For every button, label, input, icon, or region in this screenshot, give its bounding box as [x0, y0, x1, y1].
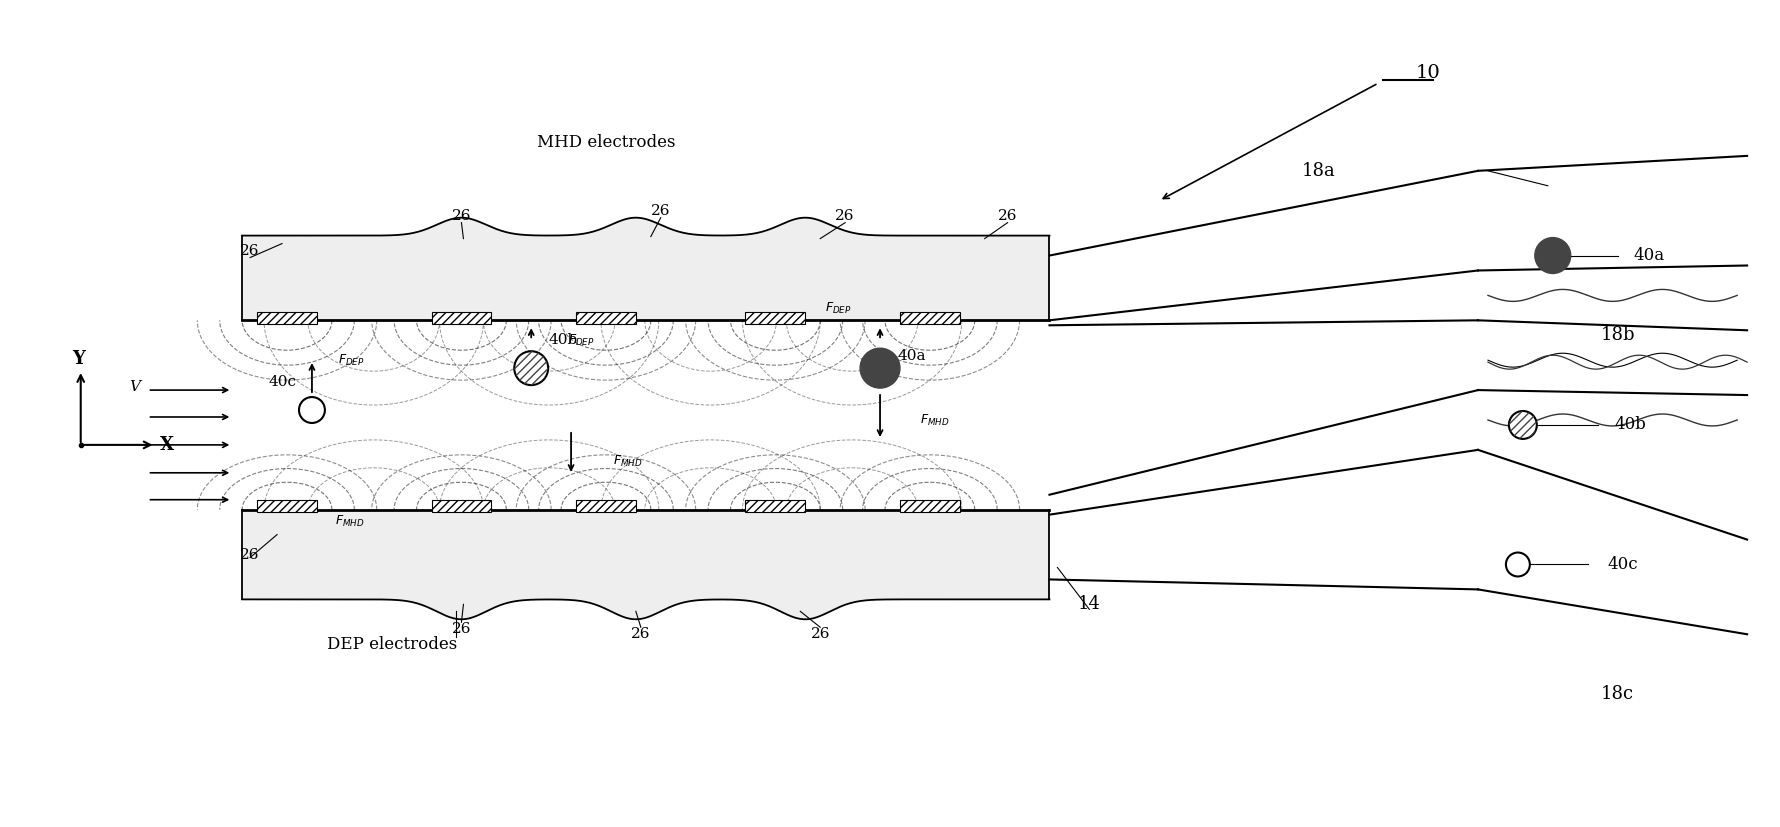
Bar	[746, 313, 805, 324]
Bar	[256, 313, 317, 324]
Circle shape	[1534, 237, 1570, 274]
Text: 40a: 40a	[1634, 247, 1664, 264]
Circle shape	[1509, 411, 1536, 439]
Circle shape	[299, 397, 326, 423]
Text: 14: 14	[1079, 595, 1100, 614]
Text: $F_{MHD}$: $F_{MHD}$	[612, 454, 643, 470]
Text: 40c: 40c	[1607, 556, 1638, 573]
Text: 26: 26	[452, 622, 472, 636]
Text: MHD electrodes: MHD electrodes	[538, 135, 675, 151]
Text: DEP electrodes: DEP electrodes	[326, 636, 457, 653]
Text: 26: 26	[240, 243, 260, 257]
Text: 26: 26	[835, 208, 854, 222]
Text: Y: Y	[73, 350, 85, 368]
Bar	[577, 313, 635, 324]
Bar	[431, 313, 491, 324]
Text: $F_{DEP}$: $F_{DEP}$	[338, 352, 365, 368]
Bar	[431, 500, 491, 512]
Text: 26: 26	[999, 208, 1018, 222]
Polygon shape	[242, 218, 1050, 320]
Circle shape	[514, 351, 548, 385]
Text: 18a: 18a	[1301, 162, 1335, 179]
Text: 26: 26	[452, 208, 472, 222]
Bar	[577, 500, 635, 512]
Bar	[746, 500, 805, 512]
Text: 26: 26	[810, 627, 829, 641]
Text: 40c: 40c	[269, 375, 295, 390]
Text: 26: 26	[632, 627, 650, 641]
Text: V: V	[128, 380, 141, 394]
Text: $F_{MHD}$: $F_{MHD}$	[335, 514, 365, 529]
Text: 26: 26	[651, 203, 671, 218]
Text: $F_{DEP}$: $F_{DEP}$	[824, 301, 851, 316]
Text: 26: 26	[240, 547, 260, 562]
Text: 18c: 18c	[1600, 685, 1634, 703]
Text: 40b: 40b	[548, 333, 578, 347]
Text: 18b: 18b	[1600, 327, 1634, 344]
Text: 10: 10	[1415, 65, 1440, 82]
Text: X: X	[160, 436, 173, 454]
Text: $F_{MHD}$: $F_{MHD}$	[920, 413, 951, 428]
Bar	[901, 500, 959, 512]
Text: 40a: 40a	[897, 349, 926, 363]
Polygon shape	[242, 509, 1050, 619]
Circle shape	[1506, 552, 1529, 576]
Bar	[256, 500, 317, 512]
Circle shape	[860, 348, 901, 388]
Bar	[901, 313, 959, 324]
Text: $F_{DEP}$: $F_{DEP}$	[568, 332, 595, 348]
Text: 40b: 40b	[1614, 417, 1646, 433]
